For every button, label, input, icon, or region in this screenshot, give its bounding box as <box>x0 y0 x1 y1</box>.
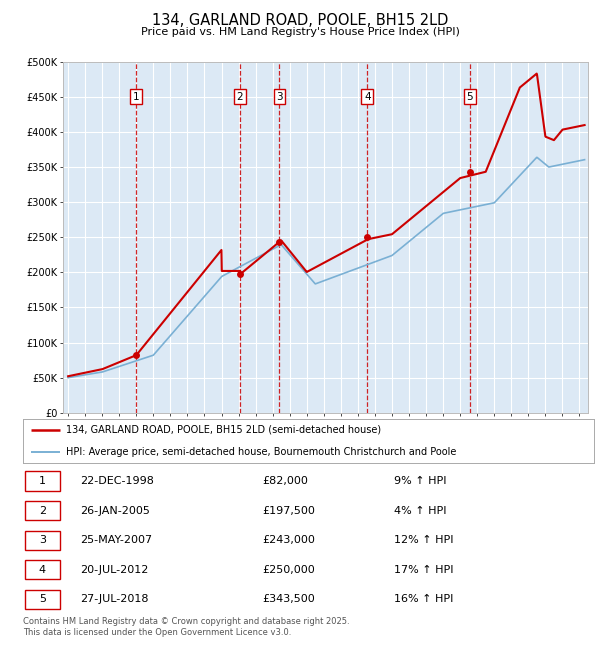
FancyBboxPatch shape <box>25 471 60 491</box>
Text: £197,500: £197,500 <box>263 506 316 515</box>
Text: 4: 4 <box>38 565 46 575</box>
Text: £250,000: £250,000 <box>263 565 316 575</box>
Text: 3: 3 <box>276 92 283 102</box>
Text: 22-DEC-1998: 22-DEC-1998 <box>80 476 154 486</box>
Text: 16% ↑ HPI: 16% ↑ HPI <box>394 595 454 604</box>
Text: Contains HM Land Registry data © Crown copyright and database right 2025.
This d: Contains HM Land Registry data © Crown c… <box>23 618 349 637</box>
Text: £243,000: £243,000 <box>263 535 316 545</box>
FancyBboxPatch shape <box>25 560 60 579</box>
Text: 5: 5 <box>467 92 473 102</box>
Text: £82,000: £82,000 <box>263 476 308 486</box>
Text: 26-JAN-2005: 26-JAN-2005 <box>80 506 150 515</box>
Text: 2: 2 <box>236 92 243 102</box>
Text: 2: 2 <box>38 506 46 515</box>
Text: 4% ↑ HPI: 4% ↑ HPI <box>394 506 446 515</box>
Text: 20-JUL-2012: 20-JUL-2012 <box>80 565 148 575</box>
FancyBboxPatch shape <box>25 530 60 550</box>
Text: 134, GARLAND ROAD, POOLE, BH15 2LD (semi-detached house): 134, GARLAND ROAD, POOLE, BH15 2LD (semi… <box>65 424 381 435</box>
Text: 1: 1 <box>39 476 46 486</box>
Text: Price paid vs. HM Land Registry's House Price Index (HPI): Price paid vs. HM Land Registry's House … <box>140 27 460 37</box>
Text: 4: 4 <box>364 92 371 102</box>
FancyBboxPatch shape <box>25 590 60 609</box>
Text: £343,500: £343,500 <box>263 595 316 604</box>
Text: 17% ↑ HPI: 17% ↑ HPI <box>394 565 454 575</box>
Text: 3: 3 <box>39 535 46 545</box>
Text: 5: 5 <box>39 595 46 604</box>
Text: 134, GARLAND ROAD, POOLE, BH15 2LD: 134, GARLAND ROAD, POOLE, BH15 2LD <box>152 13 448 28</box>
Text: 9% ↑ HPI: 9% ↑ HPI <box>394 476 446 486</box>
Text: 27-JUL-2018: 27-JUL-2018 <box>80 595 148 604</box>
Text: 1: 1 <box>133 92 139 102</box>
Text: 12% ↑ HPI: 12% ↑ HPI <box>394 535 454 545</box>
FancyBboxPatch shape <box>25 501 60 520</box>
Text: 25-MAY-2007: 25-MAY-2007 <box>80 535 152 545</box>
Text: HPI: Average price, semi-detached house, Bournemouth Christchurch and Poole: HPI: Average price, semi-detached house,… <box>65 447 456 457</box>
